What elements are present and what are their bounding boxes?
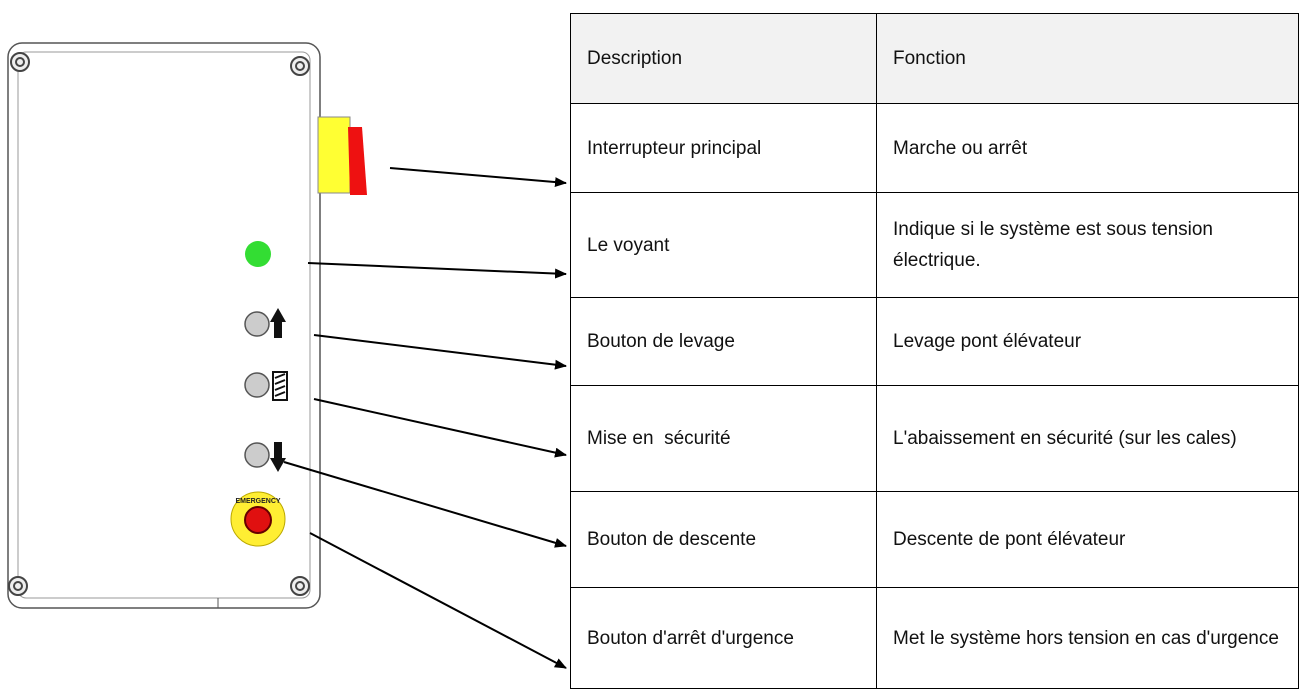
table-cell: Interrupteur principal: [570, 103, 877, 193]
table-row: Bouton d'arrêt d'urgence Met le système h…: [570, 587, 1299, 689]
table-cell: Le voyant: [570, 192, 877, 298]
table-row: Interrupteur principal Marche ou arrêt: [570, 103, 1299, 193]
main-switch: [317, 116, 351, 194]
table-cell: Bouton d'arrêt d'urgence: [570, 587, 877, 689]
arrows: [283, 167, 567, 669]
screws: [8, 52, 310, 596]
emergency-label: EMERGENCY: [235, 498, 280, 505]
lift-button: [244, 311, 270, 337]
table-cell: Descente de pont élévateur: [876, 491, 1299, 588]
down-arrow-icon: [270, 442, 286, 472]
table-row: Bouton de descente Descente de pont éléva…: [570, 491, 1299, 588]
up-arrow-icon: [270, 308, 286, 338]
main-switch-red: [348, 127, 367, 195]
indicator-light: [245, 241, 271, 267]
table-cell: Bouton de levage: [570, 297, 877, 386]
table-row: Le voyant Indique si le système est sous …: [570, 192, 1299, 298]
table-cell: Met le système hors tension en cas d'urg…: [876, 587, 1299, 689]
emergency-button: [244, 506, 272, 534]
header-row: Description Fonction: [570, 13, 1299, 104]
safety-button: [244, 372, 270, 398]
legend-table: Description Fonction Interrupteur princi…: [570, 13, 1299, 689]
box-inner: [17, 51, 311, 599]
table-cell: L'abaissement en sécurité (sur les cales…: [876, 385, 1299, 492]
table-row: Mise en sécurité L'abaissement en sécurit…: [570, 385, 1299, 492]
table-cell: Marche ou arrêt: [876, 103, 1299, 193]
header-cell: Fonction: [876, 13, 1299, 104]
table-cell: Mise en sécurité: [570, 385, 877, 492]
header-cell: Description: [570, 13, 877, 104]
table-cell: Bouton de descente: [570, 491, 877, 588]
table-cell: Indique si le système est sous tension é…: [876, 192, 1299, 298]
descent-button: [244, 442, 270, 468]
table-row: Bouton de levage Levage pont élévateur: [570, 297, 1299, 386]
box-outer: [7, 42, 321, 609]
table-cell: Levage pont élévateur: [876, 297, 1299, 386]
